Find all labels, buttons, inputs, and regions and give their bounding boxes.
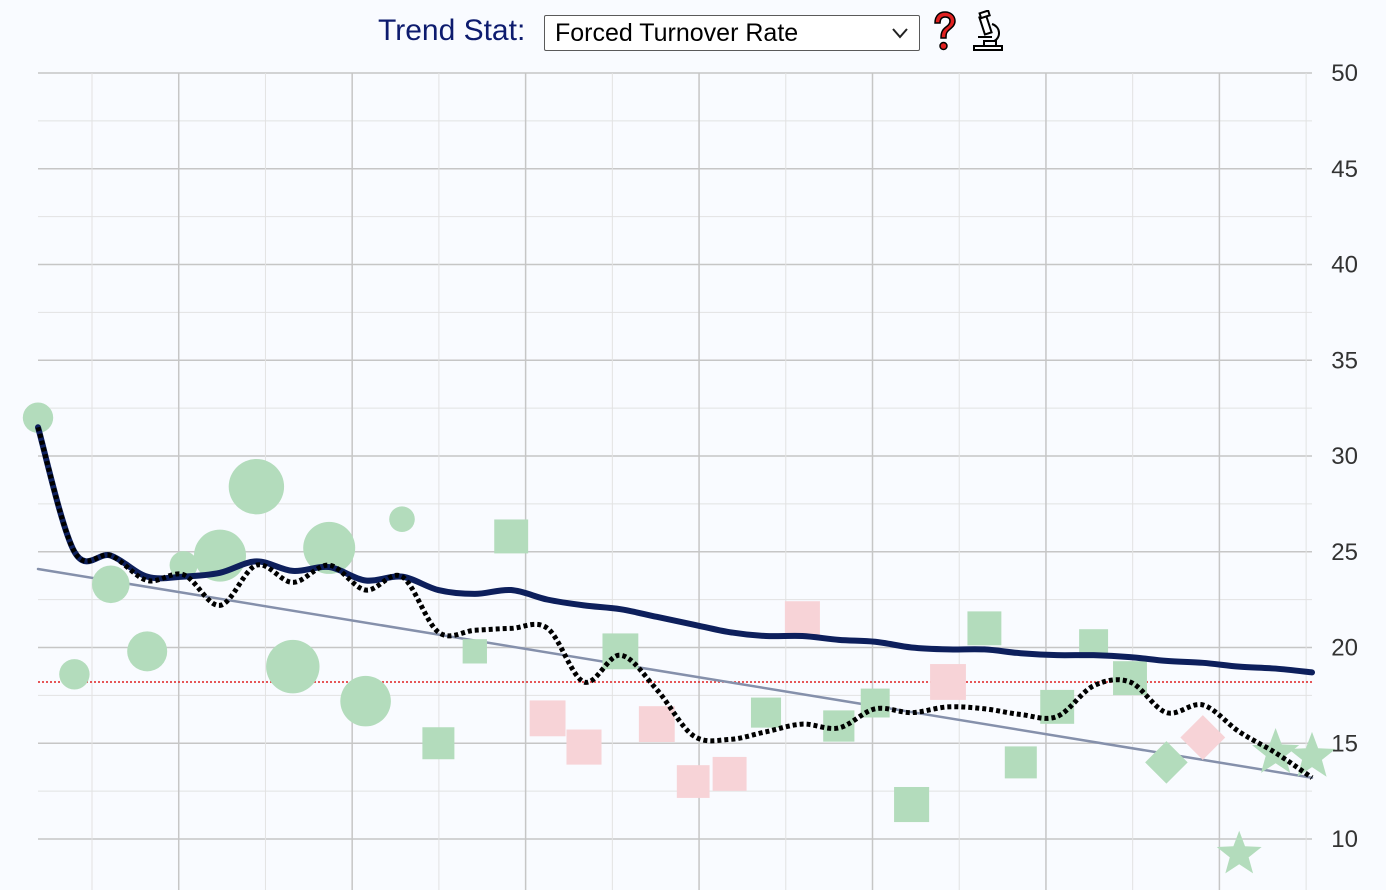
y-tick-label: 40 — [1331, 252, 1358, 279]
data-point-diamond — [1145, 741, 1188, 784]
data-point-square — [462, 639, 487, 664]
question-mark-icon[interactable] — [928, 10, 960, 52]
chart-grid — [38, 72, 1312, 890]
y-tick-label: 30 — [1331, 443, 1358, 470]
data-point-circle — [228, 458, 285, 515]
y-tick-label: 25 — [1331, 539, 1358, 566]
y-tick-label: 15 — [1331, 730, 1358, 757]
cumulative-average-line — [35, 424, 1315, 676]
data-point-square — [529, 700, 566, 737]
data-point-square — [676, 765, 710, 798]
data-point-circle — [340, 675, 391, 727]
y-tick-label: 45 — [1331, 156, 1358, 183]
trend-stat-select-value: Forced Turnover Rate — [555, 19, 799, 47]
data-point-square — [894, 786, 930, 823]
data-point-diamond — [1180, 715, 1226, 760]
y-tick-label: 35 — [1331, 347, 1358, 374]
y-tick-label: 20 — [1331, 635, 1358, 662]
microscope-icon[interactable] — [968, 10, 1008, 52]
data-point-square — [860, 688, 890, 718]
data-point-circle — [127, 631, 168, 672]
y-tick-label: 50 — [1331, 60, 1358, 87]
data-point-square — [638, 706, 675, 743]
data-point-circle — [22, 402, 54, 433]
data-point-square — [494, 519, 529, 554]
y-axis-tick-labels: 50 45 40 35 30 25 20 15 10 — [1331, 60, 1358, 853]
chevron-down-icon — [892, 28, 908, 39]
data-points-layer — [22, 402, 1336, 874]
data-point-square — [422, 727, 455, 760]
data-point-star — [1288, 731, 1336, 777]
data-point-star — [1216, 830, 1262, 874]
rolling-average-line — [35, 426, 1314, 780]
trend-stat-label: Trend Stat: — [378, 14, 526, 47]
data-point-square — [930, 664, 966, 700]
data-point-square — [967, 611, 1002, 646]
data-point-square — [784, 601, 820, 637]
data-point-circle — [303, 521, 356, 574]
header: Trend Stat: Forced Turnover Rate — [0, 0, 1386, 60]
data-point-square — [750, 697, 782, 728]
linear-trend-line — [36, 567, 1314, 779]
data-point-circle — [266, 639, 320, 694]
data-point-circle — [389, 506, 415, 532]
series-line-layer — [35, 424, 1315, 780]
trend-chart: 50 45 40 35 30 25 20 15 10 — [22, 60, 1358, 890]
data-point-square — [566, 729, 602, 765]
data-point-square — [712, 756, 747, 791]
trend-stat-select[interactable]: Forced Turnover Rate — [544, 15, 920, 51]
y-tick-label: 10 — [1331, 826, 1358, 853]
data-point-circle — [92, 565, 130, 604]
trend-line-layer — [36, 567, 1314, 779]
data-point-square — [1004, 746, 1037, 779]
data-point-circle — [59, 659, 90, 690]
